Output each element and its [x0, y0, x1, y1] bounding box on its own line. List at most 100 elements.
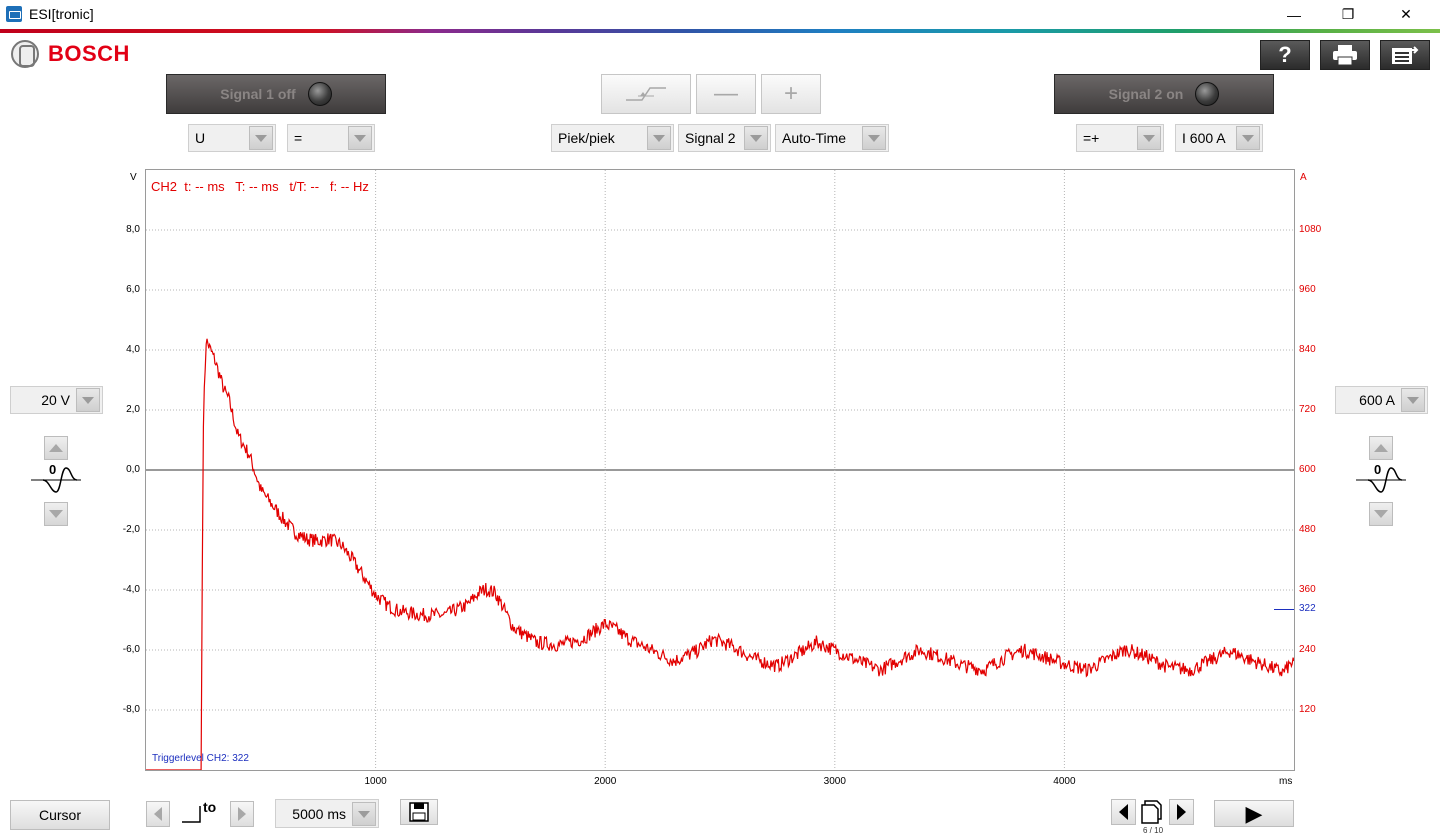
right-axis-tick-label: 240: [1299, 644, 1316, 655]
chevron-right-icon: [1177, 804, 1186, 820]
pages-icon: [1139, 797, 1167, 825]
chevron-right-icon: [238, 807, 246, 821]
left-axis-tick-label: -6,0: [122, 644, 140, 655]
left-axis-unit: V: [130, 172, 137, 183]
help-icon: ?: [1278, 42, 1292, 67]
ch1-quantity-select[interactable]: U: [188, 124, 276, 152]
measure-source-select[interactable]: Signal 2: [678, 124, 771, 152]
page-indicator: 6 / 10: [1143, 826, 1164, 835]
x-axis-tick-label: 2000: [594, 776, 617, 787]
floppy-disk-icon: [409, 802, 429, 822]
chevron-down-icon: [249, 126, 273, 150]
chevron-down-icon: [1401, 388, 1425, 412]
help-button[interactable]: ?: [1260, 40, 1310, 70]
left-scale-select[interactable]: 20 V: [10, 386, 103, 414]
left-axis-tick-label: -4,0: [122, 584, 140, 595]
trigger-level-value: 322: [1299, 603, 1316, 614]
chevron-down-icon: [348, 126, 372, 150]
play-button[interactable]: ▶: [1214, 800, 1294, 827]
ch2-range-select[interactable]: I 600 A: [1175, 124, 1263, 152]
bosch-logo-icon: [11, 40, 39, 68]
left-axis-tick-label: 2,0: [126, 404, 140, 415]
measure-mode-select[interactable]: Piek/piek: [551, 124, 674, 152]
restore-button[interactable]: ❐: [1341, 6, 1355, 22]
trigger-minus-button[interactable]: —: [696, 74, 756, 114]
x-axis-unit: ms: [1279, 776, 1293, 787]
cursor-button[interactable]: Cursor: [10, 800, 110, 830]
brand-color-strip: [0, 29, 1440, 33]
right-axis-tick-label: 960: [1299, 284, 1316, 295]
left-axis-tick-label: -8,0: [122, 704, 140, 715]
trigger-plus-button[interactable]: +: [761, 74, 821, 114]
chevron-down-icon: [1137, 126, 1161, 150]
brand-name: BOSCH: [48, 41, 130, 66]
signal-1-button[interactable]: Signal 1 off: [166, 74, 386, 114]
left-axis-tick-label: 0,0: [126, 464, 140, 475]
trigger-edge-button[interactable]: [601, 74, 691, 114]
ch2-coupling-select[interactable]: =+: [1076, 124, 1164, 152]
trigger-level-marker[interactable]: [1274, 609, 1294, 610]
svg-text:0: 0: [49, 462, 56, 477]
right-scale-select[interactable]: 600 A: [1335, 386, 1428, 414]
right-axis-tick-label: 480: [1299, 524, 1316, 535]
chevron-down-icon: [744, 126, 768, 150]
trigger-edge-icon: [626, 87, 666, 101]
chevron-left-icon: [1119, 804, 1128, 820]
right-zero-offset-icon: 0: [1356, 462, 1406, 493]
svg-text:0: 0: [1374, 462, 1381, 477]
x-axis-tick-label: 3000: [823, 776, 846, 787]
chevron-down-icon: [352, 801, 376, 826]
left-zero-offset-icon: 0: [31, 462, 81, 493]
right-axis-tick-label: 720: [1299, 404, 1316, 415]
signal-2-trace: [146, 338, 1294, 770]
x-axis-tick-label: 1000: [364, 776, 387, 787]
list-export-button[interactable]: [1380, 40, 1430, 70]
oscilloscope-plot[interactable]: [145, 169, 1295, 771]
x-axis-tick-label: 4000: [1053, 776, 1076, 787]
window-title: ESI[tronic]: [29, 6, 94, 22]
right-axis-tick-label: 360: [1299, 584, 1316, 595]
save-button[interactable]: [400, 799, 438, 825]
left-offset-up-button[interactable]: [44, 436, 68, 460]
left-axis-tick-label: -2,0: [122, 524, 140, 535]
app-icon: [6, 6, 22, 22]
play-icon: ▶: [1245, 800, 1263, 826]
close-button[interactable]: ✕: [1400, 6, 1412, 22]
right-axis-tick-label: 600: [1299, 464, 1316, 475]
signal-2-label: Signal 2 on: [1108, 86, 1184, 102]
page-prev-button[interactable]: [1111, 799, 1136, 825]
t0-left-button[interactable]: [146, 801, 170, 827]
right-offset-up-button[interactable]: [1369, 436, 1393, 460]
chevron-left-icon: [154, 807, 162, 821]
chevron-down-icon: [862, 126, 886, 150]
right-axis-tick-label: 120: [1299, 704, 1316, 715]
signal-2-button[interactable]: Signal 2 on: [1054, 74, 1274, 114]
cursor-readout: CH2 t: -- ms T: -- ms t/T: -- f: -- Hz: [151, 179, 369, 194]
left-axis-tick-label: 6,0: [126, 284, 140, 295]
signal-1-led-icon: [307, 82, 332, 106]
page-next-button[interactable]: [1169, 799, 1194, 825]
print-icon: [1333, 45, 1357, 66]
chevron-down-icon: [76, 388, 100, 412]
list-export-icon: [1392, 46, 1419, 64]
right-offset-down-button[interactable]: [1369, 502, 1393, 526]
signal-2-led-icon: [1195, 82, 1220, 106]
title-bar: ESI[tronic] — ❐ ✕: [0, 0, 1440, 29]
t0-right-button[interactable]: [230, 801, 254, 827]
right-axis-tick-label: 1080: [1299, 224, 1322, 235]
t0-marker-icon: to: [182, 799, 222, 828]
right-axis-tick-label: 840: [1299, 344, 1316, 355]
signal-1-label: Signal 1 off: [220, 86, 296, 102]
time-base-select[interactable]: 5000 ms: [275, 799, 379, 828]
ch1-coupling-select[interactable]: =: [287, 124, 375, 152]
chevron-down-icon: [647, 126, 671, 150]
left-axis-tick-label: 4,0: [126, 344, 140, 355]
minimize-button[interactable]: —: [1287, 6, 1301, 23]
left-offset-down-button[interactable]: [44, 502, 68, 526]
right-axis-unit: A: [1300, 172, 1307, 183]
left-axis-tick-label: 8,0: [126, 224, 140, 235]
plot-canvas: [146, 170, 1294, 770]
print-button[interactable]: [1320, 40, 1370, 70]
time-mode-select[interactable]: Auto-Time: [775, 124, 889, 152]
chevron-down-icon: [1236, 126, 1260, 150]
